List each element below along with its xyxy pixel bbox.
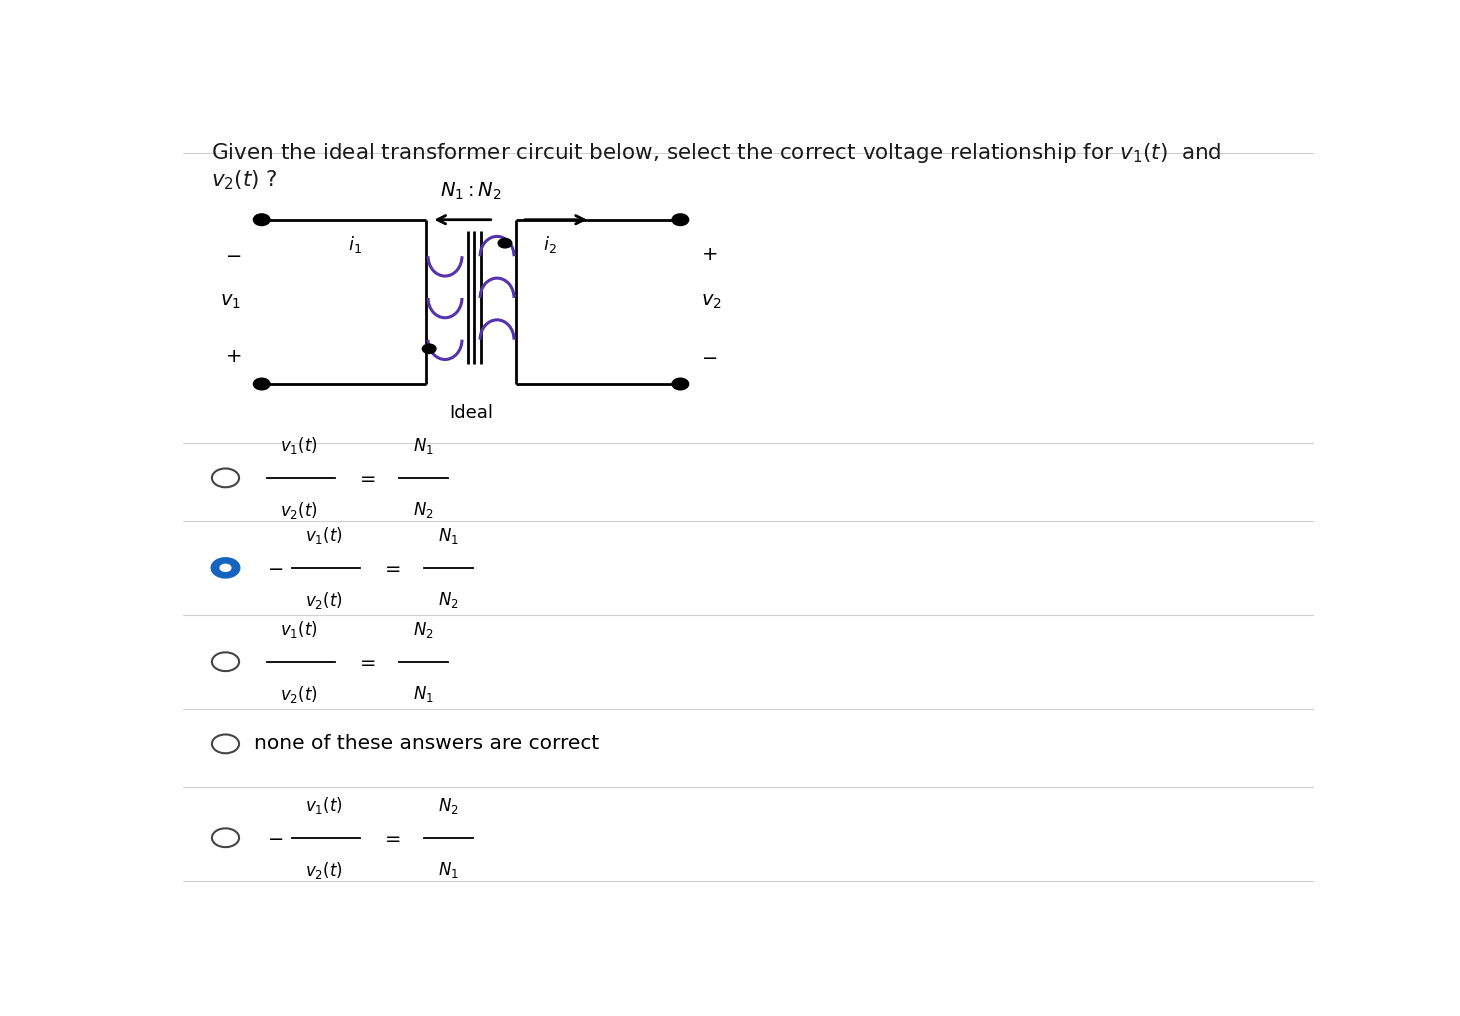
Text: $N_1$: $N_1$ [438,860,458,880]
Text: $=$: $=$ [356,652,375,672]
Text: $i_2$: $i_2$ [543,234,558,255]
Circle shape [212,559,239,577]
Text: $v_2(t)$: $v_2(t)$ [280,500,318,521]
Text: $=$: $=$ [356,468,375,488]
Text: $v_2(t)$: $v_2(t)$ [305,860,343,881]
Circle shape [498,239,512,248]
Text: $N_1$: $N_1$ [413,436,434,456]
Text: $+$: $+$ [701,246,717,264]
Text: $v_2$: $v_2$ [701,293,721,311]
Text: $v_1(t)$: $v_1(t)$ [305,795,343,816]
Text: $v_1(t)$: $v_1(t)$ [305,525,343,546]
Text: $v_1$: $v_1$ [220,293,241,311]
Text: Ideal: Ideal [450,403,493,422]
Text: $N_2$: $N_2$ [438,589,458,610]
Circle shape [212,828,239,847]
Text: $-$: $-$ [267,559,283,577]
Text: $=$: $=$ [381,828,400,847]
Text: $v_2(t)$ ?: $v_2(t)$ ? [210,169,277,192]
Text: $-$: $-$ [225,246,241,264]
Text: $+$: $+$ [225,347,241,366]
Circle shape [673,214,688,226]
Circle shape [219,564,232,572]
Circle shape [254,214,270,226]
Circle shape [254,379,270,389]
Circle shape [422,344,437,354]
Circle shape [673,379,688,389]
Text: $v_1(t)$: $v_1(t)$ [280,619,318,640]
Text: none of these answers are correct: none of these answers are correct [254,735,599,754]
Text: $N_1 : N_2$: $N_1 : N_2$ [439,181,502,202]
Text: $N_2$: $N_2$ [413,620,434,640]
Text: $v_2(t)$: $v_2(t)$ [305,589,343,611]
Text: Given the ideal transformer circuit below, select the correct voltage relationsh: Given the ideal transformer circuit belo… [210,141,1221,166]
Text: $v_1(t)$: $v_1(t)$ [280,435,318,456]
Text: $N_2$: $N_2$ [438,796,458,816]
Circle shape [212,468,239,488]
Text: $v_2(t)$: $v_2(t)$ [280,684,318,705]
Text: $N_1$: $N_1$ [413,684,434,704]
Circle shape [212,735,239,753]
Text: $-$: $-$ [701,347,717,366]
Text: $-$: $-$ [267,828,283,847]
Text: $i_1$: $i_1$ [347,234,362,255]
Text: $=$: $=$ [381,559,400,577]
Text: $N_2$: $N_2$ [413,500,434,520]
Circle shape [212,652,239,672]
Text: $N_1$: $N_1$ [438,526,458,546]
